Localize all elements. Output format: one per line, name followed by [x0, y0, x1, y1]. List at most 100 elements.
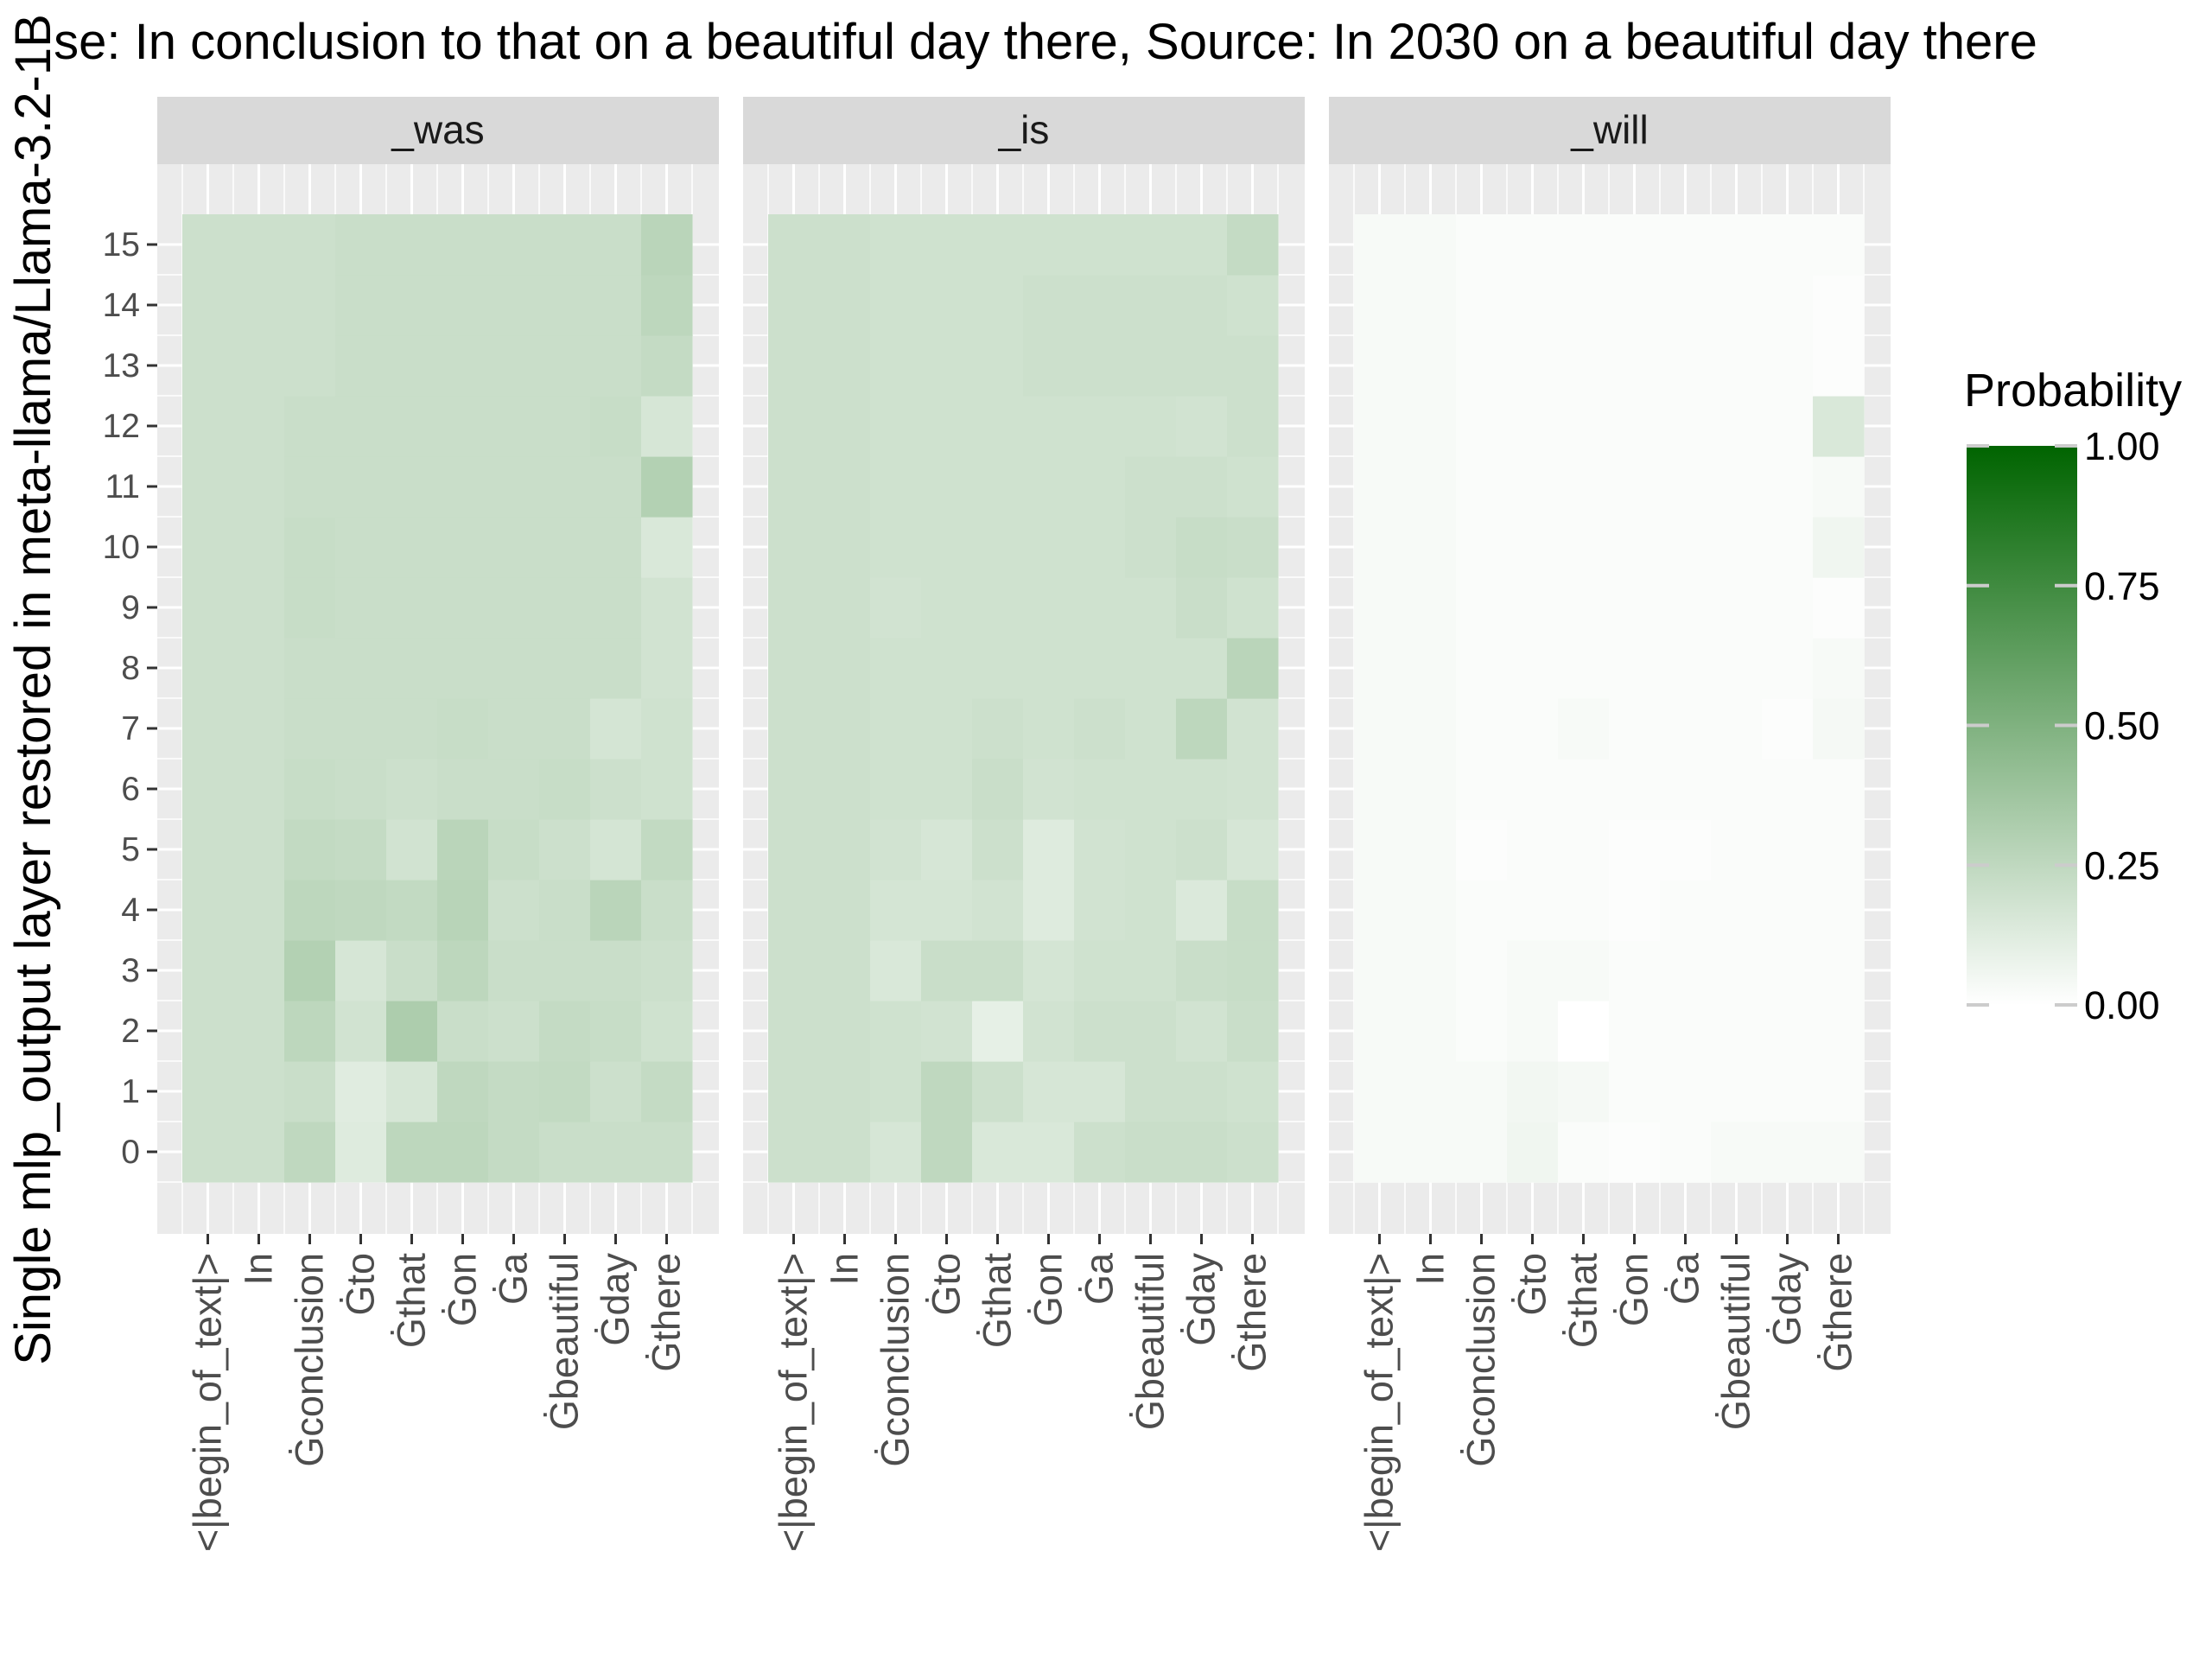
heatmap-cell-l4-t5 — [1023, 880, 1075, 941]
heatmap-cell-l9-t5 — [1023, 577, 1075, 639]
heatmap-cell-l15-t7 — [539, 214, 591, 276]
heatmap-cell-l1-t2 — [284, 1061, 336, 1122]
x-tick-label: Ġconclusion — [874, 1253, 918, 1467]
heatmap-cell-l6-t3 — [921, 759, 973, 820]
heatmap-cell-l3-t5 — [437, 940, 489, 1001]
heatmap-cell-l5-t5 — [1023, 819, 1075, 880]
heatmap-cell-l12-t4 — [972, 396, 1024, 457]
heatmap-cell-l3-t6 — [488, 940, 540, 1001]
heatmap-cell-l9-t4 — [386, 577, 438, 639]
heatmap-cell-l14-t5 — [1609, 275, 1661, 336]
heatmap-cell-l9-t0 — [182, 577, 234, 639]
heatmap-cell-l11-t5 — [1023, 456, 1075, 518]
heatmap-cell-l6-t3 — [1507, 759, 1559, 820]
heatmap-cell-l7-t3 — [335, 698, 387, 760]
heatmap-cell-l5-t4 — [1558, 819, 1610, 880]
heatmap-cell-l11-t2 — [284, 456, 336, 518]
heatmap-cell-l0-t7 — [1711, 1122, 1763, 1183]
heatmap-cell-l13-t8 — [1176, 335, 1228, 397]
heatmap-cell-l13-t9 — [1227, 335, 1279, 397]
heatmap-cell-l0-t3 — [921, 1122, 973, 1183]
heatmap-cell-l12-t0 — [1354, 396, 1406, 457]
legend-tick-label: 1.00 — [2084, 424, 2160, 468]
heatmap-cell-l5-t7 — [539, 819, 591, 880]
heatmap-cell-l9-t6 — [1660, 577, 1712, 639]
x-tick-label: Ġto — [925, 1253, 969, 1316]
heatmap-cell-l1-t6 — [1074, 1061, 1126, 1122]
heatmap-cell-l1-t3 — [1507, 1061, 1559, 1122]
heatmap-cell-l2-t3 — [335, 1001, 387, 1062]
heatmap-tiles — [182, 214, 693, 1183]
y-axis-label: Single mlp_output layer restored in meta… — [5, 14, 61, 1365]
heatmap-cell-l2-t2 — [870, 1001, 922, 1062]
x-tick-label: Ġthat — [390, 1253, 434, 1349]
legend-ticks: 1.00 0.75 0.50 0.25 0.00 — [1967, 424, 2160, 1027]
heatmap-cell-l5-t6 — [1660, 819, 1712, 880]
heatmap-cell-l15-t0 — [1354, 214, 1406, 276]
heatmap-cell-l15-t0 — [768, 214, 820, 276]
heatmap-cell-l7-t2 — [870, 698, 922, 760]
heatmap-cell-l12-t9 — [1813, 396, 1865, 457]
heatmap-cell-l12-t6 — [1660, 396, 1712, 457]
heatmap-cell-l3-t3 — [335, 940, 387, 1001]
heatmap-cell-l2-t7 — [1125, 1001, 1177, 1062]
heatmap-cell-l9-t3 — [921, 577, 973, 639]
y-tick-label: 3 — [121, 952, 140, 989]
x-axis-ticks: <|begin_of_text|> In Ġconclusion Ġto Ġthat Ġo… — [772, 1234, 1274, 1552]
facet-panel-2: _will<|begin_of_text|> In Ġconclusion Ġto Ġt… — [1329, 97, 1891, 1552]
heatmap-cell-l11-t8 — [1762, 456, 1814, 518]
heatmap-cell-l12-t6 — [488, 396, 540, 457]
heatmap-cell-l3-t3 — [1507, 940, 1559, 1001]
heatmap-cell-l10-t7 — [1711, 517, 1763, 578]
heatmap-cell-l11-t0 — [182, 456, 234, 518]
heatmap-cell-l10-t0 — [1354, 517, 1406, 578]
heatmap-cell-l3-t1 — [1405, 940, 1457, 1001]
heatmap-cell-l3-t2 — [870, 940, 922, 1001]
heatmap-cell-l3-t6 — [1660, 940, 1712, 1001]
heatmap-cell-l13-t0 — [1354, 335, 1406, 397]
heatmap-cell-l5-t6 — [488, 819, 540, 880]
heatmap-cell-l14-t4 — [386, 275, 438, 336]
heatmap-cell-l4-t5 — [437, 880, 489, 941]
y-tick-label: 8 — [121, 650, 140, 687]
heatmap-cell-l0-t4 — [972, 1122, 1024, 1183]
heatmap-cell-l11-t3 — [921, 456, 973, 518]
heatmap-cell-l2-t2 — [1456, 1001, 1508, 1062]
heatmap-cell-l7-t7 — [1125, 698, 1177, 760]
heatmap-cell-l0-t5 — [437, 1122, 489, 1183]
heatmap-cell-l6-t2 — [284, 759, 336, 820]
heatmap-cell-l7-t5 — [1609, 698, 1661, 760]
heatmap-cell-l9-t0 — [1354, 577, 1406, 639]
heatmap-cell-l2-t5 — [437, 1001, 489, 1062]
heatmap-cell-l2-t6 — [488, 1001, 540, 1062]
heatmap-cell-l10-t0 — [182, 517, 234, 578]
heatmap-cell-l15-t9 — [641, 214, 693, 276]
x-tick-label: Ġbeautiful — [543, 1253, 587, 1430]
heatmap-cell-l14-t4 — [972, 275, 1024, 336]
heatmap-cell-l4-t0 — [1354, 880, 1406, 941]
heatmap-cell-l4-t6 — [488, 880, 540, 941]
heatmap-cell-l10-t9 — [1813, 517, 1865, 578]
heatmap-cell-l15-t3 — [1507, 214, 1559, 276]
heatmap-tiles — [1354, 214, 1865, 1183]
heatmap-cell-l12-t3 — [1507, 396, 1559, 457]
heatmap-cell-l4-t0 — [768, 880, 820, 941]
heatmap-cell-l1-t1 — [233, 1061, 285, 1122]
x-axis-ticks: <|begin_of_text|> In Ġconclusion Ġto Ġthat Ġo… — [1357, 1234, 1860, 1552]
heatmap-cell-l0-t3 — [1507, 1122, 1559, 1183]
heatmap-cell-l14-t7 — [1711, 275, 1763, 336]
y-tick-label: 12 — [103, 408, 140, 445]
heatmap-cell-l2-t8 — [590, 1001, 642, 1062]
heatmap-cell-l3-t4 — [1558, 940, 1610, 1001]
heatmap-cell-l4-t4 — [972, 880, 1024, 941]
heatmap-cell-l8-t0 — [182, 638, 234, 699]
heatmap-cell-l8-t9 — [1813, 638, 1865, 699]
y-tick-label: 5 — [121, 831, 140, 868]
heatmap-cell-l7-t1 — [233, 698, 285, 760]
heatmap-cell-l8-t1 — [819, 638, 871, 699]
heatmap-cell-l8-t7 — [1711, 638, 1763, 699]
heatmap-cell-l1-t2 — [1456, 1061, 1508, 1122]
y-tick-label: 4 — [121, 892, 140, 929]
x-tick-label: <|begin_of_text|> — [1357, 1253, 1402, 1552]
